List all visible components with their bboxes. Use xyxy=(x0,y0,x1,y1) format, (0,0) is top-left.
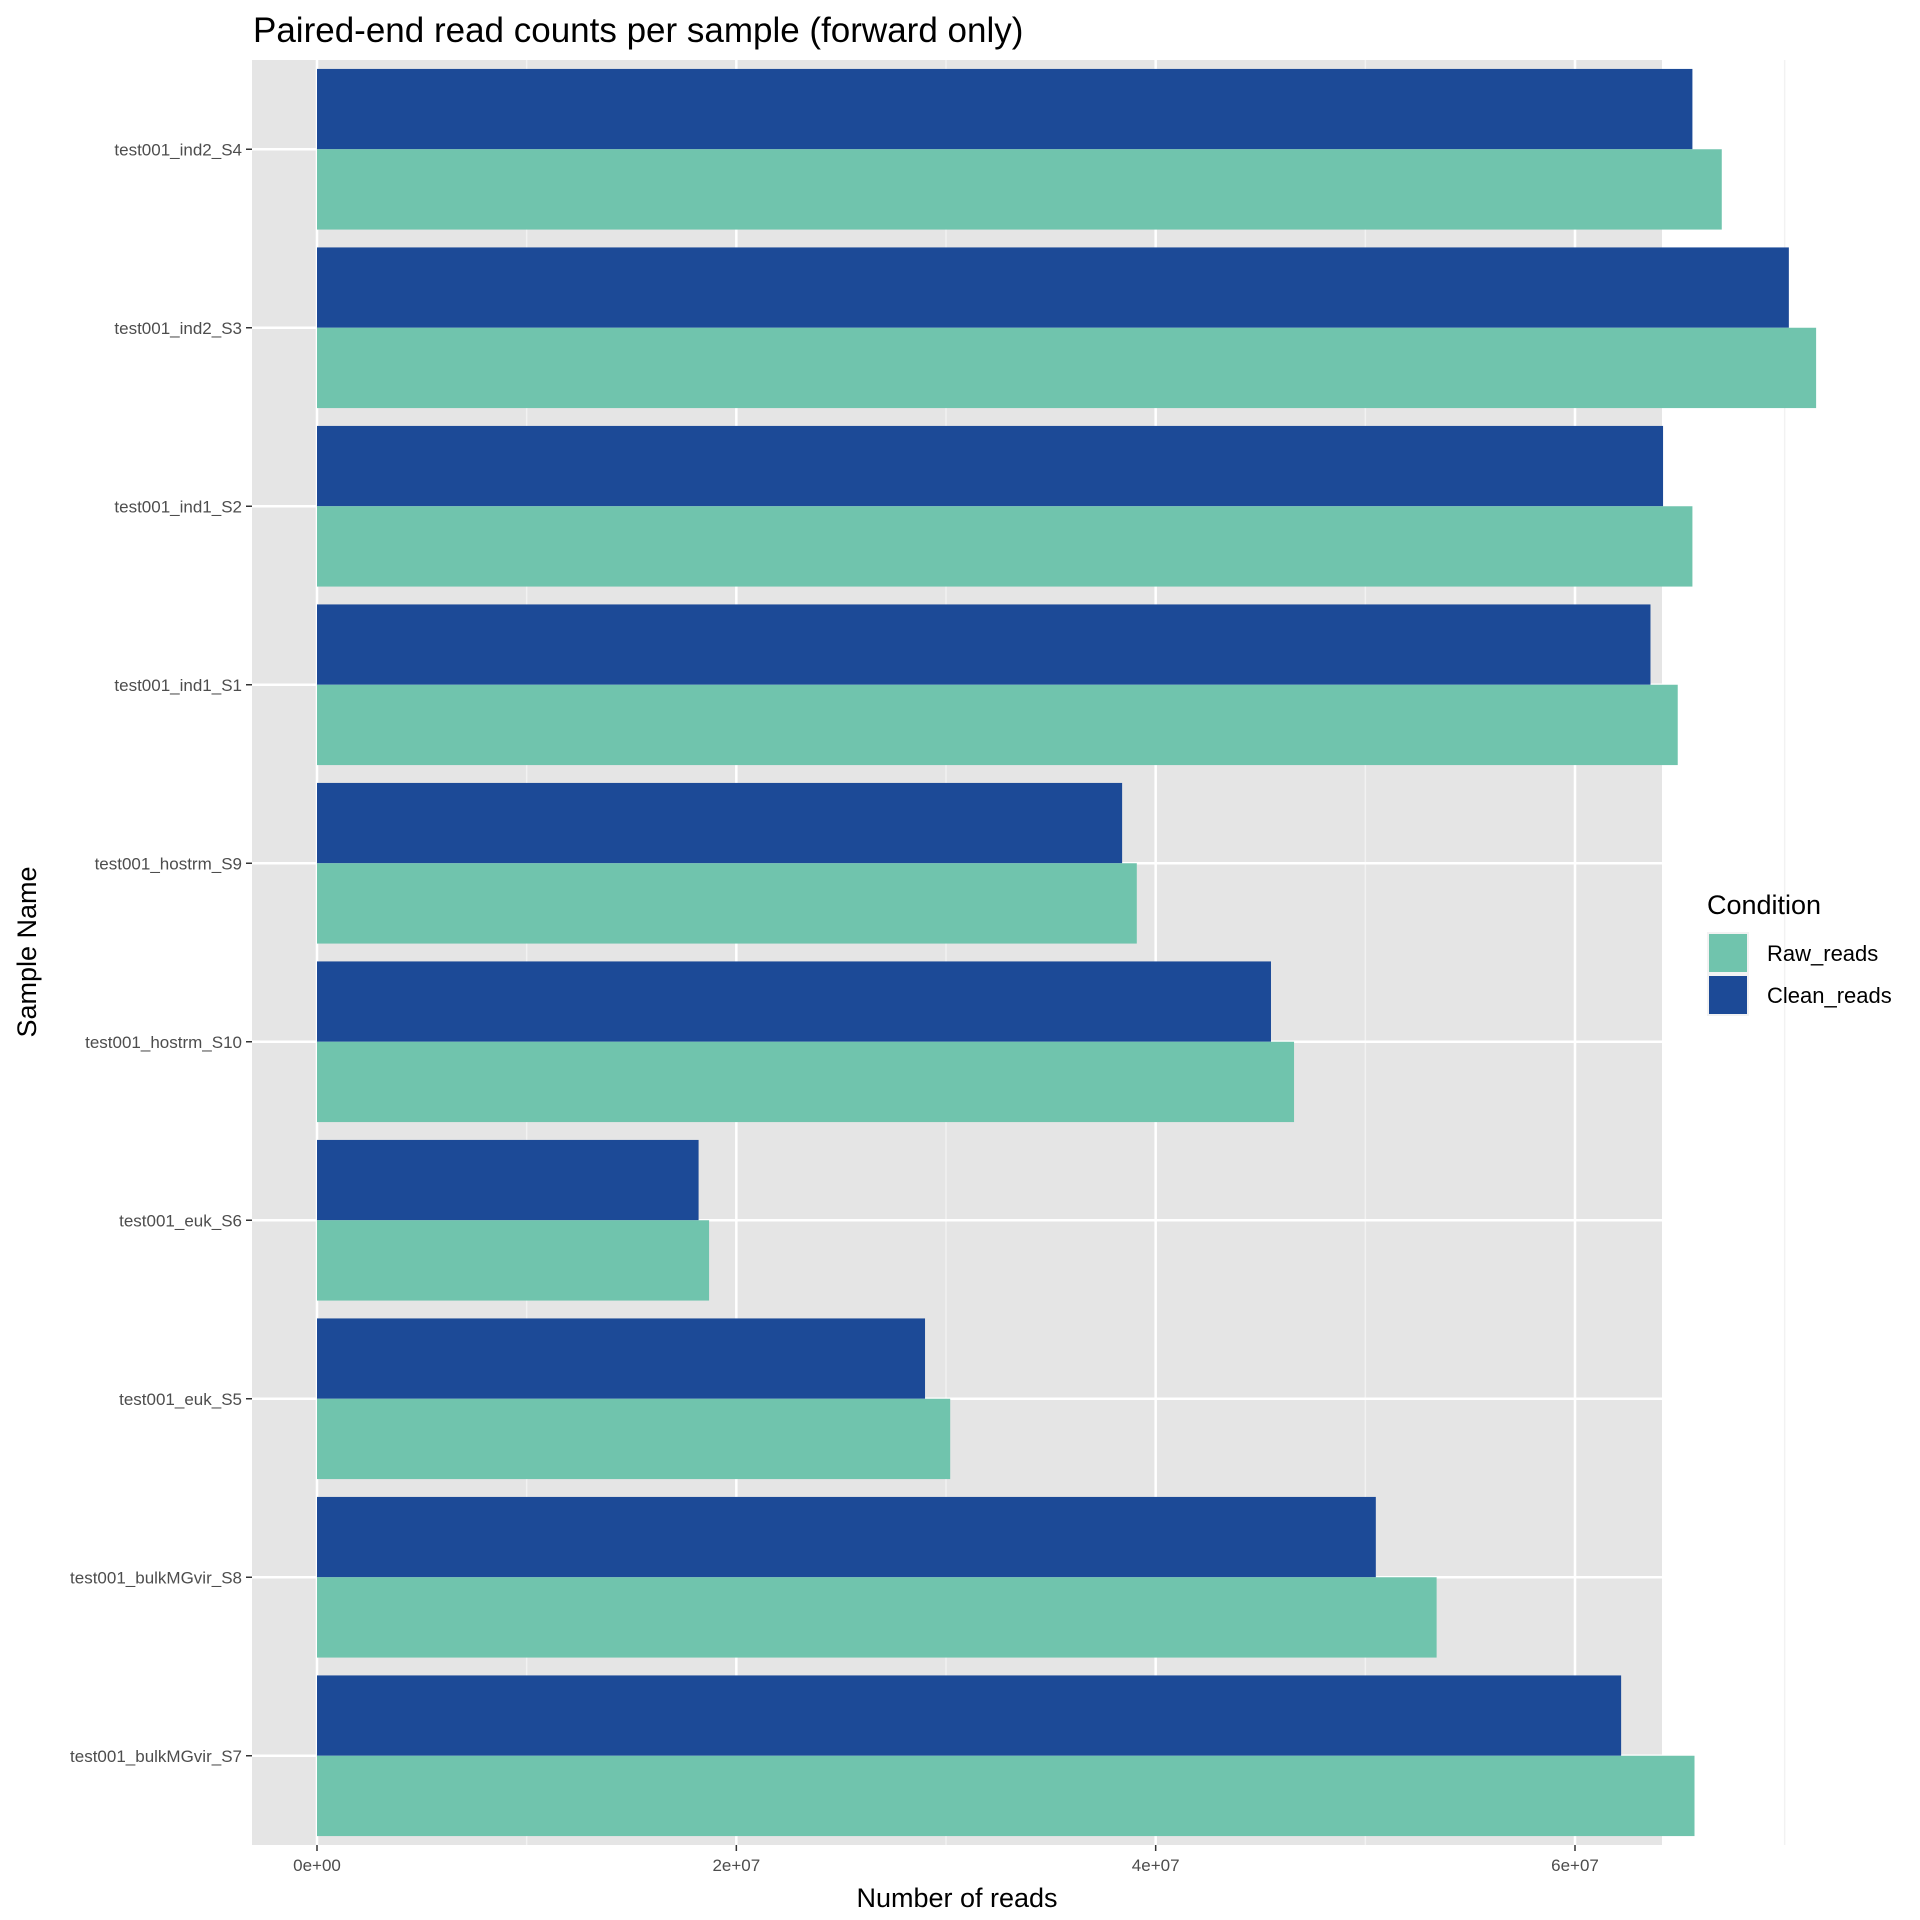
bar-raw-reads xyxy=(317,1220,710,1301)
chart-title: Paired-end read counts per sample (forwa… xyxy=(253,11,1023,50)
bar-clean-reads xyxy=(317,1318,926,1399)
bar-clean-reads xyxy=(317,425,1664,507)
bar-clean-reads xyxy=(317,1496,1376,1578)
x-tick-label: 6e+07 xyxy=(1551,1856,1599,1875)
bar-raw-reads xyxy=(317,863,1137,944)
y-tick-label: test001_bulkMGvir_S8 xyxy=(70,1568,242,1587)
bar-raw-reads xyxy=(317,1755,1695,1837)
y-tick-label: test001_ind2_S3 xyxy=(114,319,242,338)
bar-raw-reads xyxy=(317,149,1722,230)
y-tick-label: test001_ind1_S2 xyxy=(114,497,242,516)
y-axis: test001_ind2_S4 test001_ind2_S3 test001_in… xyxy=(70,140,252,1766)
y-tick-label: test001_euk_S6 xyxy=(119,1211,242,1230)
bars xyxy=(317,68,1817,1837)
y-tick-label: test001_bulkMGvir_S7 xyxy=(70,1747,242,1766)
x-tick-label: 2e+07 xyxy=(712,1856,760,1875)
y-tick-label: test001_euk_S5 xyxy=(119,1390,242,1409)
y-tick-label: test001_ind2_S4 xyxy=(114,140,242,159)
bar-raw-reads xyxy=(317,506,1693,587)
bar-raw-reads xyxy=(317,327,1817,409)
bar-clean-reads xyxy=(317,1139,699,1221)
y-tick-label: test001_hostrm_S9 xyxy=(95,854,242,873)
y-tick-label: test001_hostrm_S10 xyxy=(85,1033,242,1052)
bar-raw-reads xyxy=(317,684,1678,766)
y-tick-label: test001_ind1_S1 xyxy=(114,676,242,695)
x-tick-label: 4e+07 xyxy=(1132,1856,1180,1875)
x-tick-label: 0e+00 xyxy=(293,1856,341,1875)
bar-raw-reads xyxy=(317,1577,1437,1658)
bar-clean-reads xyxy=(317,247,1789,328)
bar-clean-reads xyxy=(317,604,1651,685)
x-axis: 0e+00 2e+07 4e+07 6e+07 xyxy=(293,1845,1599,1875)
legend-swatch xyxy=(1709,976,1747,1014)
x-axis-title: Number of reads xyxy=(856,1883,1057,1913)
bar-clean-reads xyxy=(317,961,1271,1042)
legend-label: Clean_reads xyxy=(1767,983,1892,1008)
bar-raw-reads xyxy=(317,1041,1295,1123)
legend: Condition Raw_reads Clean_reads xyxy=(1707,890,1892,1016)
bar-clean-reads xyxy=(317,68,1693,150)
legend-title: Condition xyxy=(1707,890,1821,920)
y-axis-title: Sample Name xyxy=(12,866,42,1037)
legend-swatch xyxy=(1709,934,1747,972)
bar-raw-reads xyxy=(317,1398,951,1480)
bar-clean-reads xyxy=(317,782,1123,864)
legend-label: Raw_reads xyxy=(1767,941,1878,966)
bar-clean-reads xyxy=(317,1675,1622,1756)
